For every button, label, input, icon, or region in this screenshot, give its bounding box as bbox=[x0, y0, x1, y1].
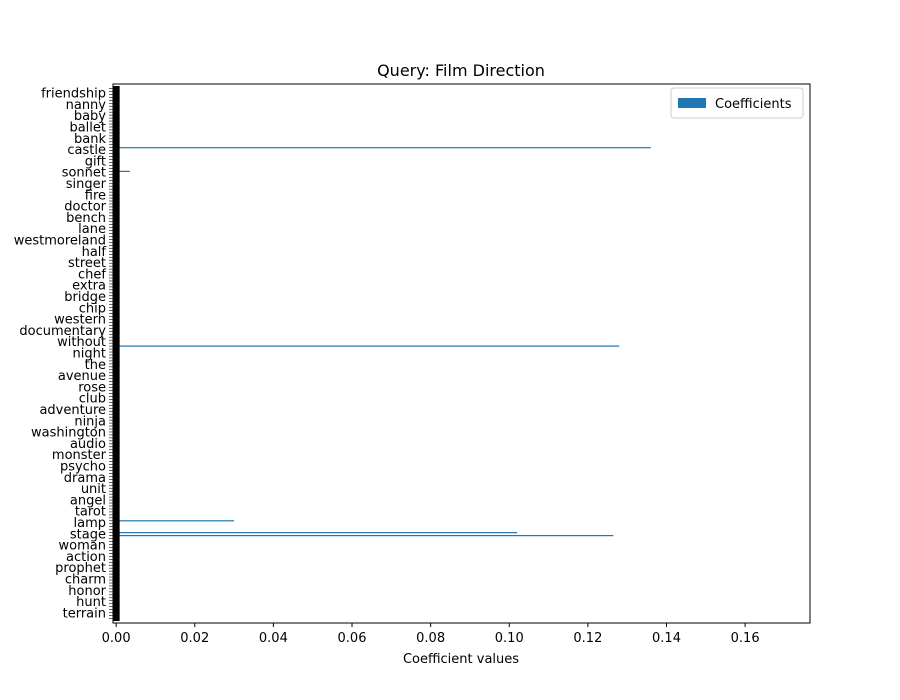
y-tick-label: castle bbox=[67, 143, 106, 158]
plot-area: friendshipnannybabyballetbankcastlegifts… bbox=[14, 83, 811, 646]
x-tick-label: 0.14 bbox=[652, 631, 681, 646]
y-tick-label: avenue bbox=[58, 369, 106, 384]
bar-0 bbox=[116, 147, 651, 149]
y-tick-label: night bbox=[73, 347, 106, 362]
y-tick-label: lamp bbox=[74, 516, 107, 531]
legend-box bbox=[670, 87, 804, 119]
bar-4 bbox=[116, 532, 518, 534]
y-tick-label: westmoreland bbox=[14, 234, 106, 249]
y-tick-label: club bbox=[79, 392, 106, 407]
x-tick-label: 0.12 bbox=[573, 631, 602, 646]
bar-1 bbox=[116, 170, 130, 172]
y-tick-label: rose bbox=[78, 380, 106, 395]
y-tick-label: chef bbox=[78, 267, 106, 282]
bar-3 bbox=[116, 520, 235, 522]
legend-swatch bbox=[678, 98, 706, 108]
y-tick-label: angel bbox=[70, 493, 106, 508]
y-tick-label: adventure bbox=[39, 403, 106, 418]
y-tick-label: tarot bbox=[75, 505, 106, 520]
x-axis-ticks: 0.00 0.02 0.04 0.06 0.08 0.10 0.12 0.14 0.16 bbox=[102, 623, 760, 646]
y-tick-label: friendship bbox=[41, 87, 106, 102]
plot-frame bbox=[112, 83, 811, 624]
x-tick-label: 0.08 bbox=[416, 631, 445, 646]
y-tick-label: singer bbox=[66, 177, 107, 192]
y-tick-label: documentary bbox=[19, 324, 106, 339]
y-tick-label: baby bbox=[74, 109, 106, 124]
zero-baseline-band bbox=[112, 86, 120, 621]
x-tick-label: 0.02 bbox=[180, 631, 209, 646]
y-tick-label: fire bbox=[85, 188, 106, 203]
y-tick-label: unit bbox=[81, 482, 106, 497]
chart-title: Query: Film Direction bbox=[377, 61, 545, 80]
y-tick-label: audio bbox=[70, 437, 106, 452]
y-tick-label: ballet bbox=[69, 121, 106, 136]
y-tick-label: bridge bbox=[64, 290, 106, 305]
y-tick-label: terrain bbox=[63, 606, 106, 621]
y-tick-label: without bbox=[57, 335, 106, 350]
bars bbox=[116, 147, 651, 537]
y-tick-label: half bbox=[82, 245, 107, 260]
y-tick-label: psycho bbox=[60, 459, 106, 474]
y-tick-label: bank bbox=[74, 132, 106, 147]
y-tick-label: gift bbox=[85, 154, 106, 169]
plot-background bbox=[113, 84, 810, 623]
y-tick-label: honor bbox=[68, 584, 106, 599]
y-tick-label: sonnet bbox=[62, 166, 106, 181]
bar-2 bbox=[116, 345, 620, 347]
y-tick-label: monster bbox=[52, 448, 107, 463]
y-tick-label: western bbox=[54, 313, 106, 328]
legend: Coefficients bbox=[670, 87, 804, 119]
y-tick-label: prophet bbox=[55, 561, 106, 576]
y-tick-label: lane bbox=[78, 222, 106, 237]
x-tick-label: 0.00 bbox=[102, 631, 131, 646]
y-tick-label: woman bbox=[59, 539, 106, 554]
x-tick-label: 0.10 bbox=[495, 631, 524, 646]
y-tick-label: stage bbox=[70, 527, 106, 542]
y-tick-label: drama bbox=[64, 471, 106, 486]
y-tick-label: nanny bbox=[66, 98, 107, 113]
y-tick-label: hunt bbox=[76, 595, 106, 610]
y-tick-label: action bbox=[66, 550, 106, 565]
y-tick-labels: friendshipnannybabyballetbankcastlegifts… bbox=[14, 87, 113, 621]
y-tick-label: ninja bbox=[74, 414, 106, 429]
y-tick-label: street bbox=[68, 256, 106, 271]
y-tick-label: extra bbox=[72, 279, 106, 294]
bar-5 bbox=[116, 535, 614, 537]
x-tick-label: 0.04 bbox=[259, 631, 288, 646]
y-tick-label: the bbox=[85, 358, 106, 373]
x-tick-label: 0.16 bbox=[731, 631, 760, 646]
y-tick-label: chip bbox=[79, 301, 106, 316]
y-tick-label: doctor bbox=[64, 200, 106, 215]
y-tick-label: bench bbox=[66, 211, 106, 226]
legend-entry-coefficients: Coefficients bbox=[715, 97, 792, 112]
y-tick-label: charm bbox=[65, 572, 106, 587]
x-axis-label: Coefficient values bbox=[403, 652, 519, 667]
x-tick-label: 0.06 bbox=[338, 631, 367, 646]
y-tick-label: washington bbox=[31, 426, 106, 441]
